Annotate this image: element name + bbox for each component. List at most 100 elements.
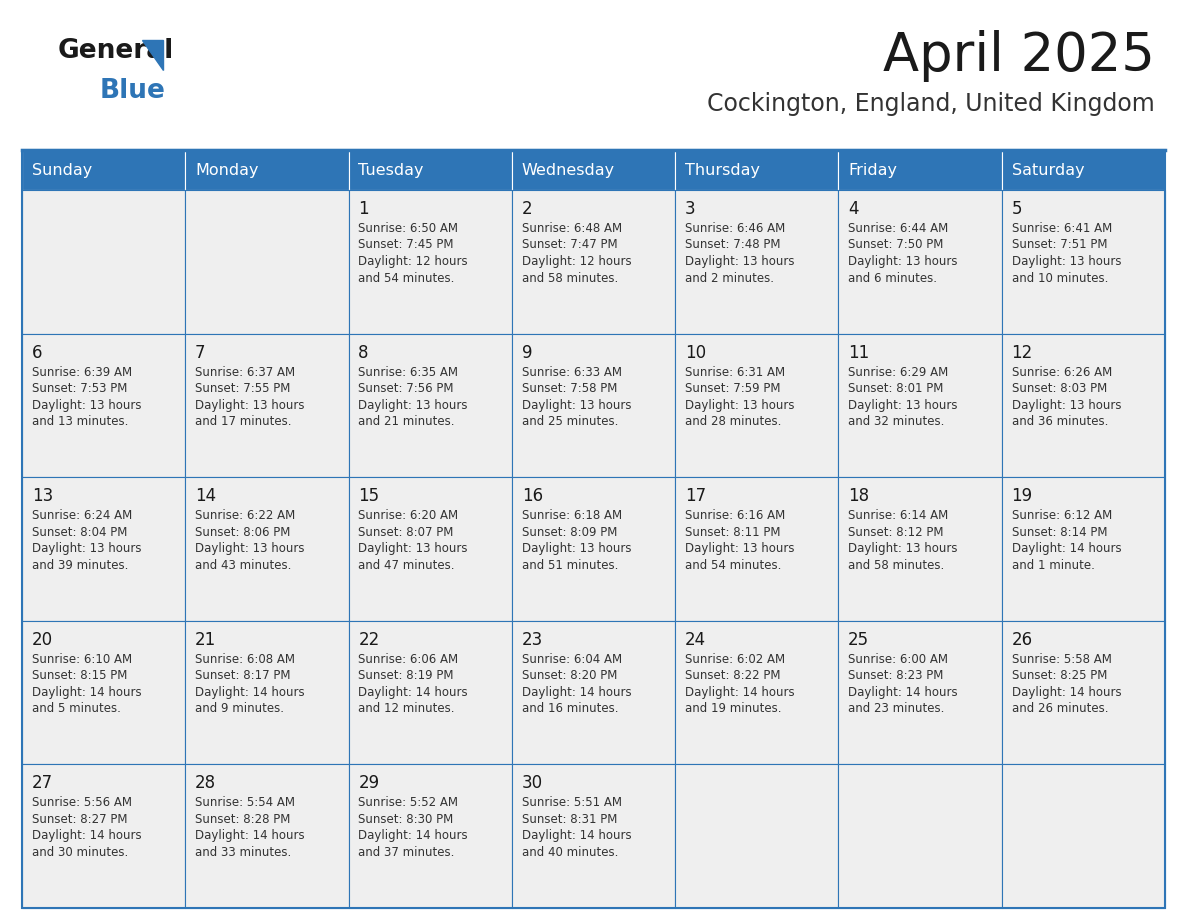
Bar [348,477,512,621]
Text: Sunrise: 5:52 AM: Sunrise: 5:52 AM [359,797,459,810]
Text: Daylight: 13 hours: Daylight: 13 hours [685,255,795,268]
Bar [675,333,839,477]
Text: 3: 3 [685,200,695,218]
Text: and 23 minutes.: and 23 minutes. [848,702,944,715]
Text: Daylight: 13 hours: Daylight: 13 hours [195,543,304,555]
Text: and 40 minutes.: and 40 minutes. [522,845,618,859]
Text: 2: 2 [522,200,532,218]
Bar [512,477,675,621]
Bar [1001,477,1165,621]
Text: Sunset: 8:04 PM: Sunset: 8:04 PM [32,526,127,539]
Text: Sunrise: 5:56 AM: Sunrise: 5:56 AM [32,797,132,810]
Bar [23,150,185,190]
Bar [185,190,348,333]
Text: Sunset: 7:53 PM: Sunset: 7:53 PM [32,382,127,395]
Text: Blue: Blue [100,78,166,104]
Text: 20: 20 [32,631,53,649]
Bar [839,190,1001,333]
Text: Daylight: 14 hours: Daylight: 14 hours [522,686,631,699]
Bar [23,765,185,908]
Text: Daylight: 13 hours: Daylight: 13 hours [685,543,795,555]
Bar [23,621,185,765]
Text: Daylight: 13 hours: Daylight: 13 hours [685,398,795,411]
Text: Tuesday: Tuesday [359,162,424,177]
Text: 9: 9 [522,343,532,362]
Bar [512,621,675,765]
Bar [1001,150,1165,190]
Text: Sunrise: 6:00 AM: Sunrise: 6:00 AM [848,653,948,666]
Text: and 5 minutes.: and 5 minutes. [32,702,121,715]
Text: and 10 minutes.: and 10 minutes. [1011,272,1108,285]
Bar [675,765,839,908]
Bar [23,150,1165,908]
Text: Sunset: 8:01 PM: Sunset: 8:01 PM [848,382,943,395]
Text: and 43 minutes.: and 43 minutes. [195,559,291,572]
Text: and 36 minutes.: and 36 minutes. [1011,415,1108,428]
Bar [675,621,839,765]
Text: Sunset: 8:27 PM: Sunset: 8:27 PM [32,813,127,826]
Bar [512,150,675,190]
Text: 10: 10 [685,343,706,362]
Bar [839,621,1001,765]
Text: 16: 16 [522,487,543,505]
Text: Daylight: 12 hours: Daylight: 12 hours [522,255,631,268]
Text: Sunset: 7:58 PM: Sunset: 7:58 PM [522,382,617,395]
Text: and 28 minutes.: and 28 minutes. [685,415,782,428]
Text: 26: 26 [1011,631,1032,649]
Text: Sunset: 8:25 PM: Sunset: 8:25 PM [1011,669,1107,682]
Text: Sunrise: 6:20 AM: Sunrise: 6:20 AM [359,509,459,522]
Text: 23: 23 [522,631,543,649]
Text: Daylight: 14 hours: Daylight: 14 hours [522,829,631,843]
Text: and 30 minutes.: and 30 minutes. [32,845,128,859]
Text: Daylight: 13 hours: Daylight: 13 hours [32,543,141,555]
Text: Sunset: 7:51 PM: Sunset: 7:51 PM [1011,239,1107,252]
Text: Daylight: 13 hours: Daylight: 13 hours [848,255,958,268]
Bar [185,765,348,908]
Bar [23,190,185,333]
Text: and 32 minutes.: and 32 minutes. [848,415,944,428]
Bar [185,150,348,190]
Bar [1001,765,1165,908]
Text: and 6 minutes.: and 6 minutes. [848,272,937,285]
Text: Sunset: 8:19 PM: Sunset: 8:19 PM [359,669,454,682]
Text: Sunrise: 6:08 AM: Sunrise: 6:08 AM [195,653,295,666]
Text: Monday: Monday [195,162,259,177]
Text: 18: 18 [848,487,870,505]
Bar [839,150,1001,190]
Text: Daylight: 13 hours: Daylight: 13 hours [359,543,468,555]
Text: 13: 13 [32,487,53,505]
Bar [348,333,512,477]
Text: Sunrise: 6:29 AM: Sunrise: 6:29 AM [848,365,948,378]
Text: Sunrise: 6:26 AM: Sunrise: 6:26 AM [1011,365,1112,378]
Bar [348,765,512,908]
Text: Daylight: 13 hours: Daylight: 13 hours [522,398,631,411]
Text: and 26 minutes.: and 26 minutes. [1011,702,1108,715]
Text: Sunrise: 6:41 AM: Sunrise: 6:41 AM [1011,222,1112,235]
Bar [23,333,185,477]
Text: and 25 minutes.: and 25 minutes. [522,415,618,428]
Text: Sunset: 7:55 PM: Sunset: 7:55 PM [195,382,290,395]
Text: and 51 minutes.: and 51 minutes. [522,559,618,572]
Text: Sunset: 8:23 PM: Sunset: 8:23 PM [848,669,943,682]
Bar [185,621,348,765]
Text: 5: 5 [1011,200,1022,218]
Text: and 19 minutes.: and 19 minutes. [685,702,782,715]
Text: and 2 minutes.: and 2 minutes. [685,272,773,285]
Text: Sunrise: 6:22 AM: Sunrise: 6:22 AM [195,509,296,522]
Text: Sunset: 8:31 PM: Sunset: 8:31 PM [522,813,617,826]
Text: Sunset: 8:15 PM: Sunset: 8:15 PM [32,669,127,682]
Bar [1001,333,1165,477]
Text: Daylight: 13 hours: Daylight: 13 hours [1011,398,1121,411]
Text: and 54 minutes.: and 54 minutes. [359,272,455,285]
Text: 28: 28 [195,775,216,792]
Text: Sunset: 7:47 PM: Sunset: 7:47 PM [522,239,618,252]
Text: Daylight: 13 hours: Daylight: 13 hours [32,398,141,411]
Text: Sunset: 8:07 PM: Sunset: 8:07 PM [359,526,454,539]
Text: 8: 8 [359,343,368,362]
Text: Cockington, England, United Kingdom: Cockington, England, United Kingdom [707,92,1155,116]
Text: Sunset: 8:22 PM: Sunset: 8:22 PM [685,669,781,682]
Text: Sunrise: 6:18 AM: Sunrise: 6:18 AM [522,509,621,522]
Text: 14: 14 [195,487,216,505]
Text: Sunset: 7:56 PM: Sunset: 7:56 PM [359,382,454,395]
Text: Sunset: 8:20 PM: Sunset: 8:20 PM [522,669,617,682]
